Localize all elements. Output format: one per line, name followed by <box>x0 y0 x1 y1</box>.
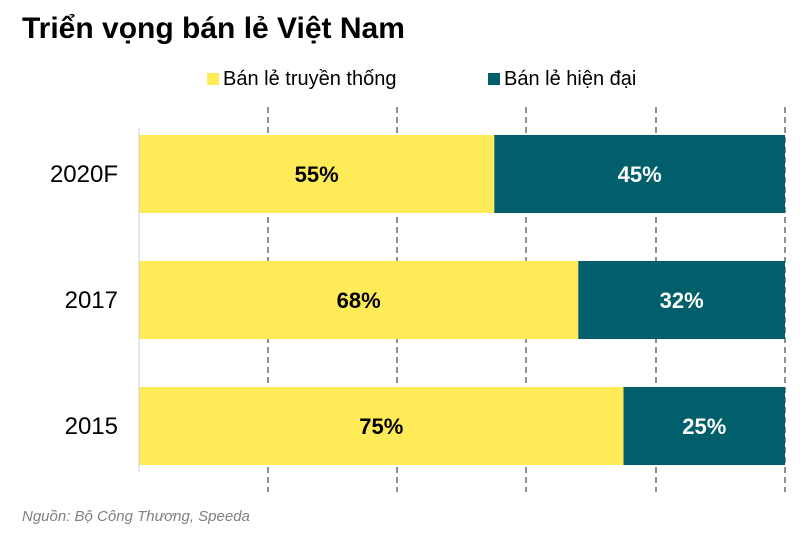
data-label: 25% <box>682 414 726 439</box>
data-label: 32% <box>660 288 704 313</box>
legend-label-modern: Bán lẻ hiện đại <box>504 67 637 90</box>
legend-label-traditional: Bán lẻ truyền thống <box>223 67 397 90</box>
legend-swatch-modern <box>488 73 500 85</box>
data-label: 68% <box>337 288 381 313</box>
legend-item-traditional: Bán lẻ truyền thống <box>207 66 396 92</box>
legend-swatch-traditional <box>207 73 219 85</box>
data-label: 45% <box>618 162 662 187</box>
bar-segment <box>139 261 579 339</box>
bar-segment <box>139 135 495 213</box>
bar-segment <box>494 135 785 213</box>
legend: Bán lẻ truyền thống Bán lẻ hiện đại <box>0 66 800 92</box>
data-label: 75% <box>359 414 403 439</box>
bar-segment <box>578 261 785 339</box>
data-label: 55% <box>295 162 339 187</box>
category-label: 2015 <box>65 413 118 440</box>
source-note: Nguồn: Bộ Công Thương, Speeda <box>22 508 250 525</box>
legend-item-modern: Bán lẻ hiện đại <box>488 66 636 92</box>
category-label: 2017 <box>65 287 118 314</box>
category-label: 2020F <box>50 161 118 188</box>
chart-title: Triển vọng bán lẻ Việt Nam <box>22 12 405 45</box>
bar-segment <box>139 387 624 465</box>
bar-segment <box>623 387 785 465</box>
